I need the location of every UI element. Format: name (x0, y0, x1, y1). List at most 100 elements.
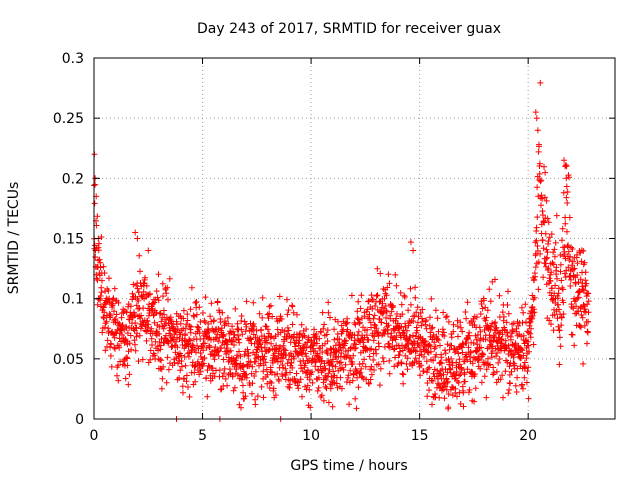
data-point (390, 304, 397, 311)
data-point (148, 325, 155, 332)
data-point (119, 322, 126, 329)
data-point (289, 321, 296, 328)
data-point (226, 366, 233, 373)
data-point (371, 367, 377, 373)
data-point (139, 356, 146, 363)
data-point (320, 397, 327, 404)
data-point (423, 325, 430, 332)
data-point (231, 342, 237, 348)
data-point (528, 325, 534, 332)
data-point (300, 347, 307, 354)
data-point (368, 363, 375, 370)
data-point (521, 340, 528, 347)
data-point (338, 322, 345, 329)
data-point (306, 386, 313, 393)
data-point (440, 371, 447, 378)
data-point (105, 287, 112, 294)
data-point (101, 315, 107, 322)
data-point (172, 329, 179, 336)
data-point (392, 271, 399, 278)
data-point (107, 352, 114, 359)
data-point (238, 404, 244, 411)
data-point (299, 351, 306, 358)
data-point (386, 370, 393, 377)
data-point (577, 305, 584, 312)
data-point (112, 345, 119, 352)
data-point (196, 330, 203, 337)
data-point (243, 323, 250, 330)
data-point (522, 301, 529, 308)
data-point (224, 314, 231, 321)
data-point (357, 369, 364, 376)
data-point (584, 340, 590, 347)
data-point (499, 331, 506, 338)
chart-title: Day 243 of 2017, SRMTID for receiver gua… (197, 21, 501, 37)
data-point (323, 331, 330, 338)
data-point (370, 315, 377, 322)
data-point (546, 317, 553, 324)
data-point (211, 317, 217, 324)
data-point (566, 214, 573, 221)
data-point (537, 79, 544, 86)
data-point (459, 328, 466, 335)
data-point (427, 343, 434, 350)
data-point (496, 356, 503, 362)
data-point (294, 311, 300, 318)
data-point (505, 310, 512, 317)
data-point (544, 215, 551, 222)
data-point (373, 325, 380, 332)
data-point (487, 361, 493, 368)
data-point (557, 252, 564, 258)
data-point (432, 307, 439, 314)
data-point (284, 311, 291, 318)
data-point (481, 373, 488, 380)
data-point (429, 334, 436, 341)
data-point (99, 329, 106, 336)
data-point (170, 336, 176, 343)
data-point (269, 313, 276, 320)
data-point (132, 347, 139, 354)
data-point (102, 347, 109, 354)
data-point (214, 331, 221, 338)
data-point (369, 305, 376, 312)
data-point (388, 330, 395, 337)
data-point (371, 321, 378, 328)
data-point (585, 298, 592, 305)
data-point (417, 372, 424, 379)
x-tick-label: 10 (302, 428, 320, 444)
data-point (554, 275, 560, 282)
data-point (571, 342, 578, 349)
data-point (391, 346, 397, 353)
data-point (585, 318, 592, 325)
data-point (437, 342, 443, 349)
data-point (412, 294, 419, 301)
data-point (111, 308, 117, 315)
data-point (537, 178, 544, 185)
data-point (520, 352, 527, 359)
data-point (499, 372, 506, 379)
data-point (532, 264, 539, 271)
data-point (407, 319, 414, 326)
data-point (432, 343, 439, 350)
data-point (137, 315, 144, 322)
data-point (513, 389, 520, 395)
data-point (313, 340, 320, 347)
data-point (484, 307, 491, 314)
data-point (427, 348, 434, 355)
data-point (411, 312, 418, 319)
data-point (115, 377, 122, 384)
data-point (581, 259, 588, 266)
data-point (114, 372, 120, 379)
data-point (277, 313, 284, 320)
data-point (340, 345, 346, 352)
data-point (482, 304, 489, 311)
data-point (240, 362, 247, 369)
data-point (539, 237, 546, 244)
data-point (195, 326, 202, 333)
data-point (507, 348, 514, 355)
data-point (180, 307, 187, 314)
data-point (413, 324, 420, 331)
data-point (437, 359, 444, 366)
data-point (223, 345, 230, 352)
data-point (322, 365, 329, 372)
